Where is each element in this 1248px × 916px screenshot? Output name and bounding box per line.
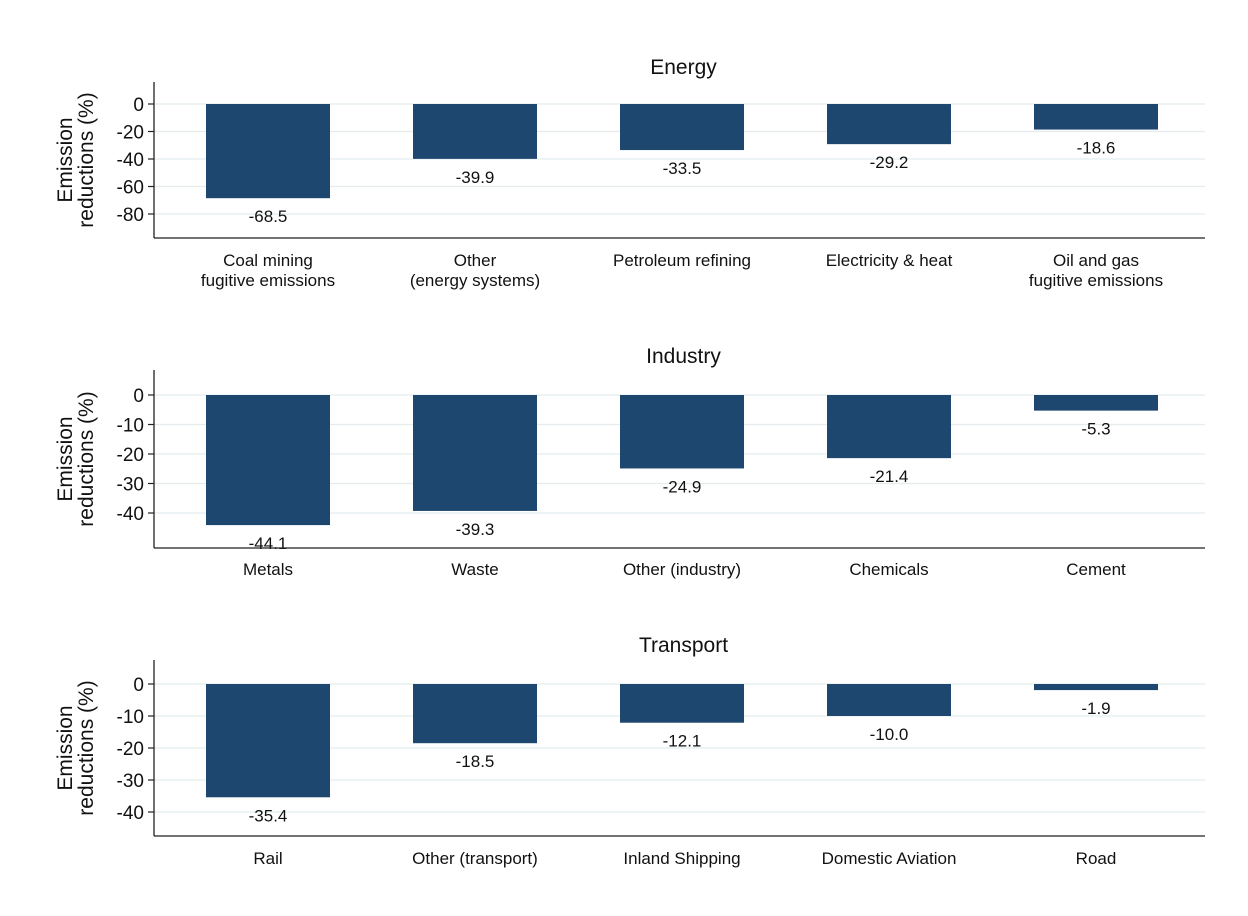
data-label: -18.6 <box>1077 139 1116 158</box>
bar <box>413 104 537 159</box>
bar <box>1034 104 1158 130</box>
x-tick-label-line: Inland Shipping <box>623 849 740 868</box>
x-tick-label-line: Other (transport) <box>412 849 538 868</box>
data-label: -21.4 <box>870 467 909 486</box>
bar <box>620 104 744 151</box>
data-label: -1.9 <box>1081 699 1110 718</box>
y-tick-label: -40 <box>117 803 144 824</box>
x-tick-label: Inland Shipping <box>623 849 740 868</box>
x-tick-label: Metals <box>243 560 293 579</box>
panel-title: Energy <box>650 56 717 79</box>
bar <box>620 395 744 469</box>
y-tick-label: 0 <box>133 386 144 407</box>
y-tick-label: -40 <box>117 150 144 171</box>
data-label: -12.1 <box>663 732 702 751</box>
x-tick-label: Chemicals <box>849 560 928 579</box>
x-tick-label: Road <box>1076 849 1117 868</box>
y-axis-label-line: reductions (%) <box>75 92 98 227</box>
y-tick-label: -30 <box>117 475 144 496</box>
panel-energy: Energy -68.5 -39.9 -33.5 -29.2 -18.6 0 -20 -40 -6… <box>54 56 1205 290</box>
y-tick-label: -20 <box>117 739 144 760</box>
x-tick-label: Coal mining fugitive emissions <box>201 251 335 290</box>
x-tick-label-line: Other <box>454 251 497 270</box>
data-label: -33.5 <box>663 159 702 178</box>
x-tick-label-line: Chemicals <box>849 560 928 579</box>
x-tick-label-line: Rail <box>253 849 282 868</box>
y-tick-label: -30 <box>117 771 144 792</box>
y-axis-label: Emissionreductions (%) <box>54 680 98 815</box>
panel-transport: Transport -35.4 -18.5 -12.1 -10.0 -1.9 0 -10 -20… <box>54 634 1205 868</box>
x-tick-label-line: Electricity & heat <box>826 251 953 270</box>
y-axis-label-line: reductions (%) <box>75 680 98 815</box>
bar <box>206 684 330 798</box>
x-tick-label-line: Domestic Aviation <box>822 849 957 868</box>
y-tick-label: -20 <box>117 445 144 466</box>
bar <box>620 684 744 723</box>
x-tick-label-line: Petroleum refining <box>613 251 751 270</box>
data-label: -68.5 <box>249 207 288 226</box>
y-axis-label-line: Emission <box>54 117 77 202</box>
y-tick-label: 0 <box>133 675 144 696</box>
x-tick-label-line: Waste <box>451 560 499 579</box>
bar <box>827 684 951 716</box>
data-label: -18.5 <box>456 752 495 771</box>
x-tick-label: Electricity & heat <box>826 251 953 270</box>
bar <box>1034 395 1158 411</box>
x-tick-label-line: (energy systems) <box>410 271 540 290</box>
data-label: -39.3 <box>456 520 495 539</box>
data-label: -44.1 <box>249 534 288 553</box>
data-label: -35.4 <box>249 806 288 825</box>
x-tick-label-line: fugitive emissions <box>1029 271 1163 290</box>
x-tick-label: Other (energy systems) <box>410 251 540 290</box>
data-label: -29.2 <box>870 153 909 172</box>
bar <box>206 104 330 199</box>
panel-title: Industry <box>646 345 721 368</box>
x-tick-label: Oil and gas fugitive emissions <box>1029 251 1163 290</box>
y-axis-label: Emissionreductions (%) <box>54 391 98 526</box>
bar <box>413 395 537 511</box>
y-tick-label: -10 <box>117 707 144 728</box>
y-tick-label: -40 <box>117 504 144 525</box>
x-tick-label-line: Other (industry) <box>623 560 741 579</box>
y-axis-label: Emissionreductions (%) <box>54 92 98 227</box>
y-tick-label: -10 <box>117 416 144 437</box>
data-label: -39.9 <box>456 168 495 187</box>
y-axis-label-line: reductions (%) <box>75 391 98 526</box>
bar <box>827 104 951 145</box>
panel-industry: Industry -44.1 -39.3 -24.9 -21.4 -5.3 0 -10 -20 -… <box>54 345 1205 579</box>
data-label: -10.0 <box>870 725 909 744</box>
panel-title: Transport <box>639 634 728 657</box>
x-tick-label-line: Coal mining <box>223 251 313 270</box>
bar <box>413 684 537 744</box>
y-tick-label: -80 <box>117 205 144 226</box>
x-tick-label-line: Metals <box>243 560 293 579</box>
y-tick-label: -60 <box>117 178 144 199</box>
x-tick-label: Other (transport) <box>412 849 538 868</box>
y-axis-label-line: Emission <box>54 416 77 501</box>
bar <box>827 395 951 459</box>
x-tick-label-line: Oil and gas <box>1053 251 1139 270</box>
y-tick-label: 0 <box>133 95 144 116</box>
x-tick-label-line: Cement <box>1066 560 1126 579</box>
x-tick-label: Petroleum refining <box>613 251 751 270</box>
y-axis-label-line: Emission <box>54 705 77 790</box>
x-tick-label: Domestic Aviation <box>822 849 957 868</box>
x-tick-label: Other (industry) <box>623 560 741 579</box>
x-tick-label: Cement <box>1066 560 1126 579</box>
x-tick-label-line: fugitive emissions <box>201 271 335 290</box>
bar <box>206 395 330 526</box>
x-tick-label-line: Road <box>1076 849 1117 868</box>
bar <box>1034 684 1158 691</box>
y-tick-label: -20 <box>117 123 144 144</box>
x-tick-label: Rail <box>253 849 282 868</box>
data-label: -24.9 <box>663 477 702 496</box>
data-label: -5.3 <box>1081 420 1110 439</box>
x-tick-label: Waste <box>451 560 499 579</box>
